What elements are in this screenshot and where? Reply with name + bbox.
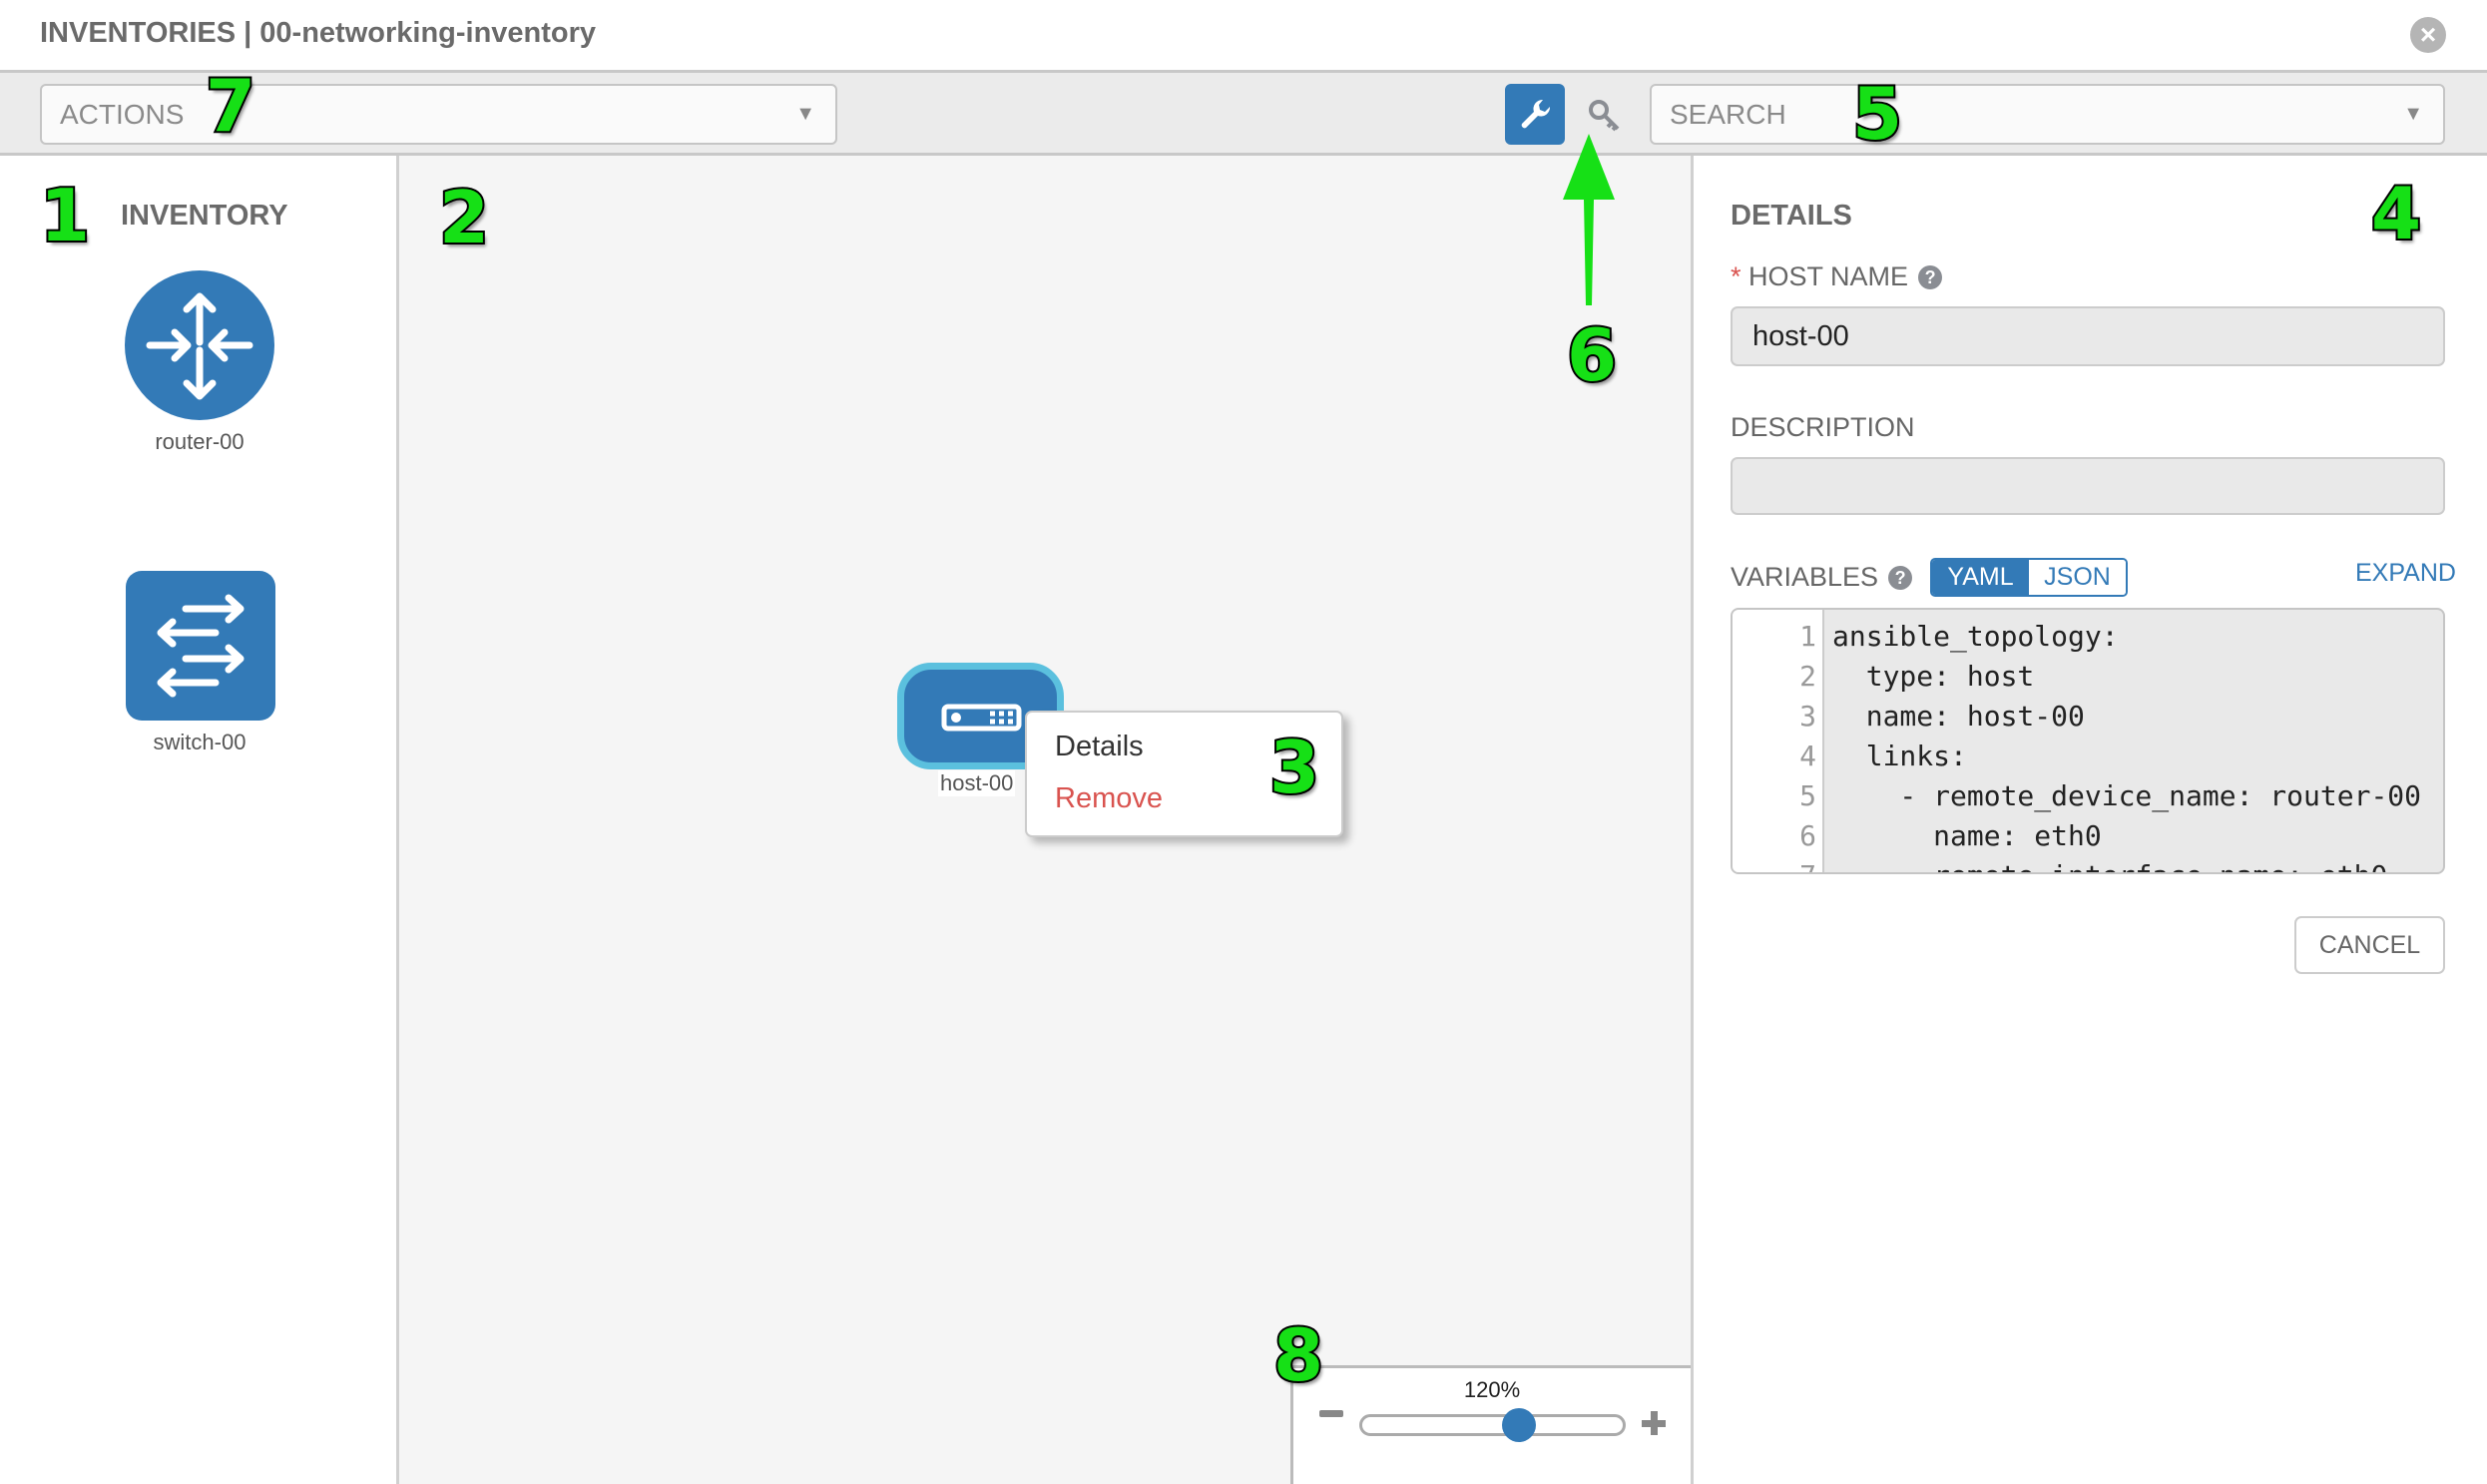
line-number: 2: [1799, 660, 1816, 693]
line-number: 6: [1799, 819, 1816, 852]
code-line: type: host: [1832, 660, 2035, 693]
switch-item[interactable]: [126, 571, 275, 721]
json-toggle[interactable]: JSON: [2029, 560, 2126, 595]
zoom-slider[interactable]: [1359, 1414, 1626, 1436]
wrench-mode-button[interactable]: [1505, 84, 1565, 145]
router-item[interactable]: [125, 270, 274, 420]
host-name-input[interactable]: host-00: [1731, 306, 2445, 366]
details-title: DETAILS: [1731, 200, 1852, 232]
variables-label-text: VARIABLES: [1731, 562, 1879, 592]
menu-item-details[interactable]: Details: [1055, 731, 1144, 762]
code-line: links:: [1832, 740, 1967, 772]
zoom-level: 120%: [1463, 1377, 1521, 1402]
line-number: 4: [1799, 740, 1816, 772]
help-icon[interactable]: ?: [1888, 566, 1913, 590]
description-input[interactable]: [1731, 457, 2445, 515]
host-name-label-text: HOST NAME: [1748, 261, 1909, 291]
zoom-in-icon[interactable]: [1642, 1411, 1666, 1435]
zoom-out-icon[interactable]: [1319, 1410, 1343, 1417]
line-number: 5: [1799, 779, 1816, 812]
annotation-1: 1: [38, 174, 92, 257]
line-gutter: [1733, 610, 1824, 872]
chevron-down-icon: ▼: [2403, 103, 2423, 125]
router-label: router-00: [155, 429, 245, 454]
close-icon[interactable]: ×: [2410, 17, 2446, 53]
annotation-7: 7: [204, 64, 257, 148]
help-icon[interactable]: ?: [1918, 265, 1943, 289]
required-marker: *: [1731, 261, 1741, 291]
key-mode-button[interactable]: [1585, 96, 1625, 136]
key-icon: [1589, 100, 1620, 132]
variables-editor[interactable]: 1 ansible_topology: 2 type: host 3 name: ho…: [1731, 608, 2445, 874]
router-icon: [146, 292, 253, 400]
description-label: DESCRIPTION: [1731, 412, 1915, 442]
yaml-toggle[interactable]: YAML: [1932, 560, 2029, 595]
code-line: remote_interface_name: eth0: [1832, 859, 2387, 872]
search-dropdown[interactable]: SEARCH ▼: [1650, 84, 2445, 145]
switch-icon: [157, 594, 245, 698]
wrench-icon: [1521, 99, 1551, 129]
code-line: - remote_device_name: router-00: [1832, 779, 2422, 812]
menu-item-remove[interactable]: Remove: [1055, 782, 1163, 814]
actions-placeholder: ACTIONS: [60, 99, 185, 130]
expand-link[interactable]: EXPAND: [2355, 559, 2456, 587]
host-name-label: * HOST NAME?: [1731, 261, 1943, 292]
code-line: name: host-00: [1832, 700, 2085, 733]
actions-dropdown[interactable]: ACTIONS ▼: [40, 84, 837, 145]
line-number: 3: [1799, 700, 1816, 733]
search-placeholder: SEARCH: [1670, 99, 1786, 130]
annotation-3: 3: [1267, 726, 1321, 809]
annotation-arrow: [1563, 134, 1615, 305]
switch-label: switch-00: [153, 730, 247, 754]
title-bar: [0, 0, 2487, 73]
zoom-slider-handle[interactable]: [1502, 1408, 1537, 1442]
context-menu: Details Remove: [1025, 711, 1343, 837]
annotation-4: 4: [2369, 172, 2423, 255]
inventory-title: INVENTORY: [121, 200, 288, 232]
annotation-8: 8: [1271, 1313, 1325, 1397]
chevron-down-icon: ▼: [795, 103, 815, 125]
host-label: host-00: [938, 770, 1016, 796]
cancel-button[interactable]: CANCEL: [2294, 916, 2445, 974]
annotation-5: 5: [1850, 72, 1904, 156]
variables-label: VARIABLES?: [1731, 562, 1913, 593]
line-number: 7: [1733, 859, 1816, 872]
code-line: ansible_topology:: [1832, 620, 2119, 653]
line-number: 1: [1799, 620, 1816, 653]
host-icon: [941, 704, 1022, 732]
annotation-2: 2: [437, 176, 491, 259]
code-line: name: eth0: [1832, 819, 2102, 852]
page-title: INVENTORIES | 00-networking-inventory: [40, 17, 597, 49]
format-toggle: YAML JSON: [1930, 558, 2128, 597]
annotation-6: 6: [1565, 313, 1619, 397]
